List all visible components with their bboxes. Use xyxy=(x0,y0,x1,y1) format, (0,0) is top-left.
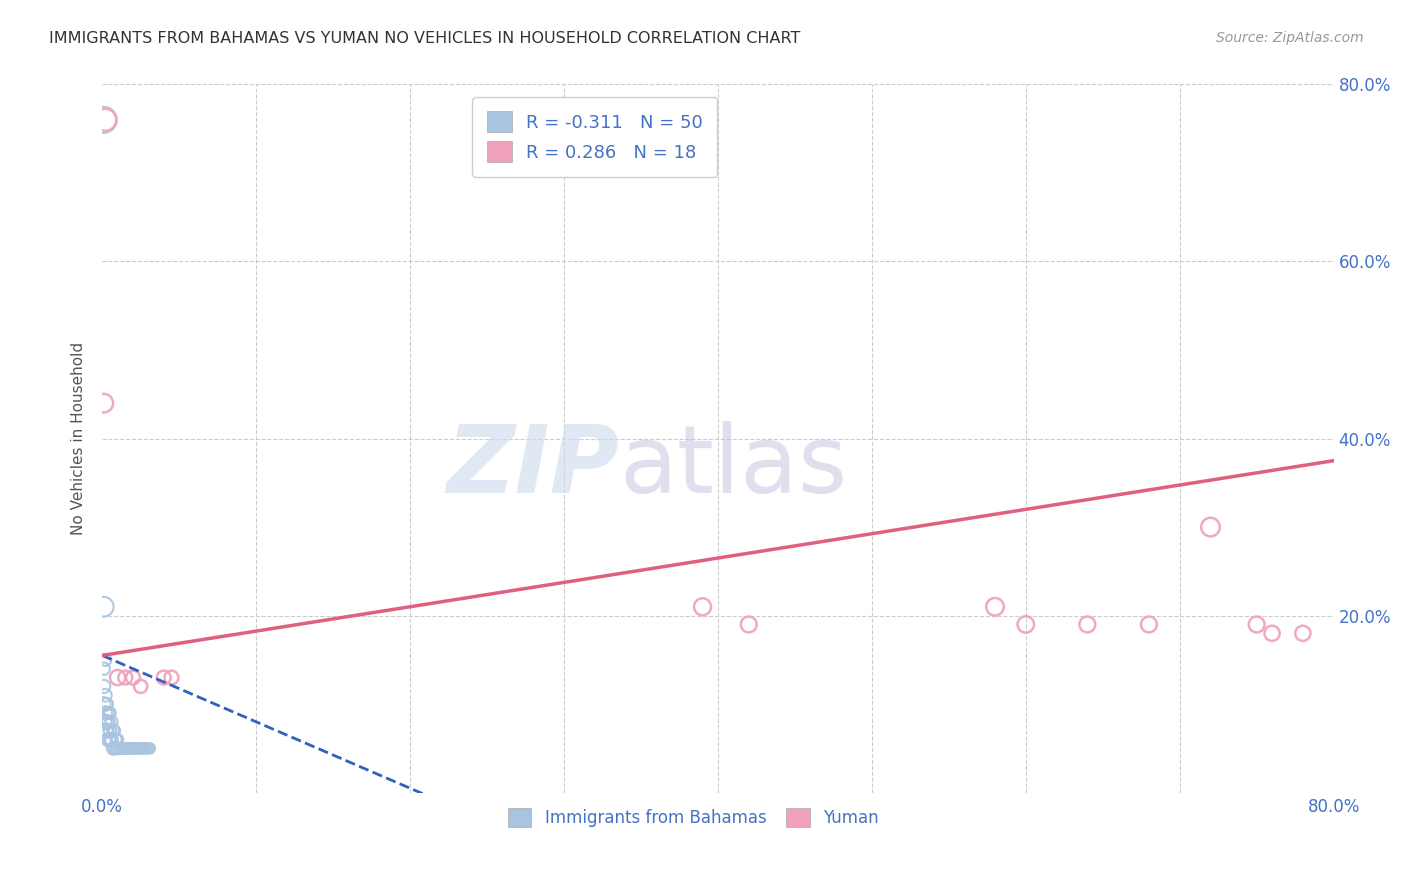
Point xyxy=(107,741,129,756)
Point xyxy=(115,741,138,756)
Point xyxy=(103,723,125,738)
Point xyxy=(135,741,157,756)
Point xyxy=(107,671,129,685)
Point xyxy=(94,688,117,702)
Point xyxy=(101,741,124,756)
Point xyxy=(1261,626,1284,640)
Legend: Immigrants from Bahamas, Yuman: Immigrants from Bahamas, Yuman xyxy=(502,801,886,834)
Point xyxy=(112,741,135,756)
Point xyxy=(97,732,120,747)
Point xyxy=(98,706,121,720)
Point xyxy=(94,653,117,667)
Point xyxy=(1015,617,1038,632)
Point xyxy=(96,723,118,738)
Point xyxy=(93,714,115,729)
Point xyxy=(122,741,145,756)
Point xyxy=(101,723,124,738)
Point xyxy=(98,732,121,747)
Point xyxy=(94,723,117,738)
Point xyxy=(738,617,761,632)
Text: ZIP: ZIP xyxy=(447,421,620,513)
Point xyxy=(93,662,115,676)
Point xyxy=(94,706,117,720)
Point xyxy=(131,741,153,756)
Y-axis label: No Vehicles in Household: No Vehicles in Household xyxy=(72,342,86,535)
Point xyxy=(117,741,139,756)
Point xyxy=(138,741,160,756)
Point xyxy=(125,741,148,756)
Point xyxy=(1292,626,1315,640)
Point xyxy=(110,741,132,756)
Point xyxy=(114,741,136,756)
Point xyxy=(134,741,156,756)
Point xyxy=(122,671,145,685)
Point xyxy=(93,112,115,127)
Point xyxy=(97,706,120,720)
Point xyxy=(128,741,150,756)
Point xyxy=(103,741,125,756)
Point xyxy=(93,599,115,614)
Point xyxy=(100,732,122,747)
Point xyxy=(160,671,183,685)
Point xyxy=(108,741,131,756)
Point xyxy=(105,741,128,756)
Point xyxy=(107,732,129,747)
Point xyxy=(93,396,115,410)
Point xyxy=(94,112,117,127)
Point xyxy=(93,680,115,694)
Point xyxy=(1199,520,1222,534)
Point xyxy=(124,741,146,756)
Text: Source: ZipAtlas.com: Source: ZipAtlas.com xyxy=(1216,31,1364,45)
Point xyxy=(129,680,152,694)
Point xyxy=(984,599,1007,614)
Text: atlas: atlas xyxy=(620,421,848,513)
Point xyxy=(114,671,136,685)
Point xyxy=(152,671,174,685)
Point xyxy=(111,741,134,756)
Point xyxy=(96,714,118,729)
Point xyxy=(120,741,142,756)
Point xyxy=(132,741,155,756)
Point xyxy=(139,741,162,756)
Point xyxy=(96,697,118,711)
Point xyxy=(93,697,115,711)
Point xyxy=(100,714,122,729)
Point xyxy=(1246,617,1268,632)
Point xyxy=(1137,617,1160,632)
Point xyxy=(105,732,128,747)
Point xyxy=(98,723,121,738)
Point xyxy=(118,741,141,756)
Point xyxy=(1076,617,1098,632)
Point xyxy=(692,599,714,614)
Point xyxy=(127,741,149,756)
Point xyxy=(97,714,120,729)
Point xyxy=(129,741,152,756)
Text: IMMIGRANTS FROM BAHAMAS VS YUMAN NO VEHICLES IN HOUSEHOLD CORRELATION CHART: IMMIGRANTS FROM BAHAMAS VS YUMAN NO VEHI… xyxy=(49,31,800,46)
